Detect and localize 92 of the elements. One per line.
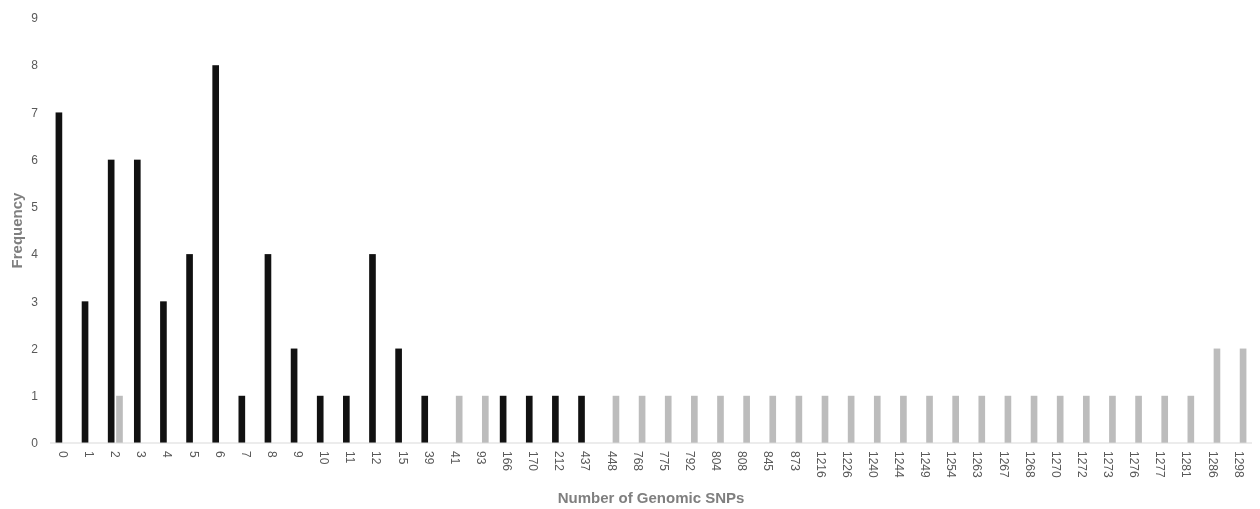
bar — [369, 254, 376, 443]
x-tick-label: 1281 — [1179, 451, 1194, 479]
x-tick-label: 1254 — [944, 451, 959, 479]
x-tick-label: 1272 — [1074, 451, 1089, 479]
x-tick-label: 170 — [526, 451, 541, 472]
x-tick-label: 845 — [761, 451, 776, 472]
bar — [1109, 395, 1116, 443]
bar — [978, 395, 986, 443]
x-tick-label: 808 — [735, 451, 750, 472]
x-tick-label: 448 — [604, 451, 619, 472]
bar — [1161, 395, 1169, 443]
bar — [552, 395, 559, 443]
x-tick-label: 4 — [160, 451, 175, 458]
x-tick-label: 1270 — [1048, 451, 1063, 479]
bar — [116, 395, 123, 443]
bar — [952, 395, 959, 443]
bar — [1056, 395, 1064, 443]
x-tick-label: 1 — [82, 451, 96, 458]
x-tick-label: 768 — [630, 451, 645, 472]
x-tick-label: 0 — [55, 451, 70, 458]
x-tick-label: 15 — [395, 451, 410, 465]
bar — [81, 301, 89, 443]
x-tick-label: 9 — [291, 451, 306, 458]
x-tick-label: 6 — [212, 451, 227, 458]
x-tick-label: 775 — [656, 451, 671, 472]
bar — [769, 395, 777, 443]
bar — [55, 112, 63, 443]
x-tick-label: 93 — [473, 451, 488, 465]
y-tick-label: 5 — [31, 200, 39, 215]
bar — [1082, 395, 1090, 443]
y-tick-label: 8 — [31, 58, 39, 73]
bar — [212, 65, 220, 443]
bar — [160, 301, 167, 443]
x-tick-label: 1277 — [1153, 451, 1168, 479]
x-tick-label: 7 — [238, 451, 253, 458]
x-tick-label: 212 — [552, 451, 567, 472]
y-tick-label: 2 — [31, 341, 39, 356]
x-tick-label: 1240 — [865, 451, 880, 479]
x-tick-label: 1267 — [996, 451, 1011, 479]
y-tick-label: 3 — [31, 294, 39, 309]
bar — [926, 395, 933, 443]
y-tick-label: 9 — [31, 11, 39, 26]
x-tick-label: 1249 — [918, 451, 933, 479]
bar — [664, 395, 672, 443]
bar — [455, 395, 463, 443]
bar — [107, 159, 115, 443]
bar — [133, 159, 141, 443]
bar — [525, 395, 533, 443]
x-tick-label: 804 — [709, 451, 724, 472]
x-tick-label: 1226 — [839, 451, 854, 479]
bar — [1135, 395, 1142, 443]
x-tick-label: 1216 — [813, 451, 828, 479]
x-tick-label: 166 — [500, 451, 515, 472]
bar — [873, 395, 881, 443]
bar — [900, 395, 907, 443]
x-tick-label: 5 — [186, 451, 201, 458]
bar — [691, 395, 698, 443]
x-tick-label: 10 — [317, 451, 332, 465]
x-tick-label: 41 — [447, 451, 462, 465]
bar — [395, 348, 402, 443]
x-tick-label: 3 — [134, 451, 149, 458]
bar — [343, 395, 350, 443]
bar — [421, 395, 429, 443]
bar — [316, 395, 324, 443]
x-tick-label: 12 — [369, 451, 384, 465]
x-tick-label: 1286 — [1205, 451, 1220, 479]
bar — [186, 254, 193, 443]
x-tick-label: 39 — [421, 451, 436, 465]
x-tick-label: 11 — [343, 451, 358, 464]
bar — [578, 395, 585, 443]
y-tick-label: 7 — [31, 105, 39, 120]
bar — [743, 395, 750, 443]
bar — [481, 395, 489, 443]
x-tick-label: 8 — [264, 451, 279, 458]
y-tick-label: 6 — [31, 152, 39, 167]
bar — [264, 254, 272, 443]
x-tick-label: 1263 — [970, 451, 985, 479]
bar — [717, 395, 724, 443]
x-axis-title: Number of Genomic SNPs — [557, 489, 745, 506]
x-tick-label: 1273 — [1101, 451, 1116, 479]
y-tick-label: 1 — [31, 388, 39, 403]
x-tick-label: 1276 — [1127, 451, 1142, 479]
x-tick-label: 437 — [578, 451, 593, 472]
x-tick-label: 2 — [108, 451, 123, 458]
x-tick-label: 792 — [683, 451, 697, 472]
x-tick-label: 1244 — [892, 451, 907, 479]
y-tick-label: 4 — [31, 247, 39, 262]
bar — [238, 395, 246, 443]
x-tick-label: 1298 — [1231, 451, 1246, 479]
x-tick-label: 873 — [787, 451, 802, 472]
x-tick-label: 1268 — [1022, 451, 1037, 479]
y-axis-title: Frequency — [8, 191, 25, 269]
